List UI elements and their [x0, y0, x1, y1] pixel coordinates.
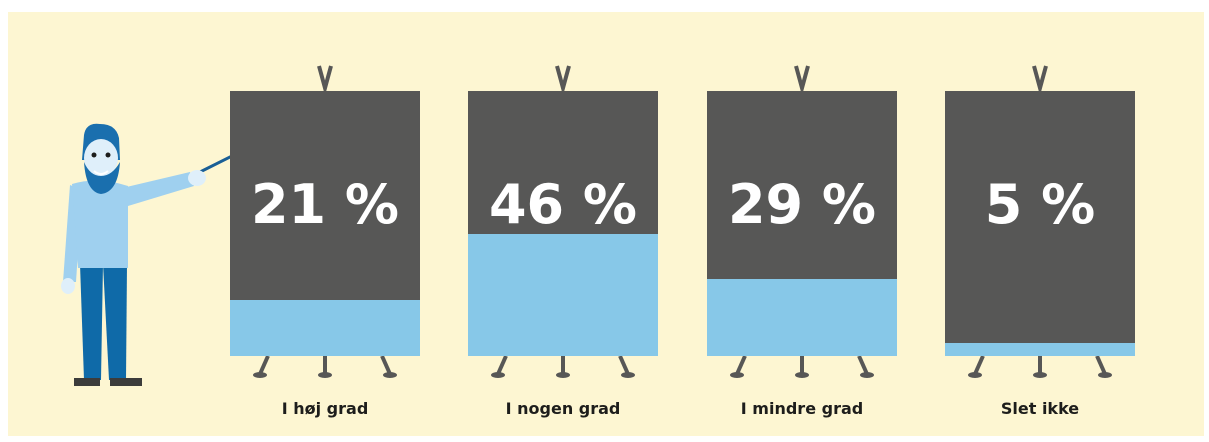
category-label: I nogen grad: [505, 399, 621, 418]
bar-fill: [945, 342, 1135, 356]
easel-foot: [556, 372, 570, 378]
category-label: I høj grad: [281, 399, 369, 418]
easel-foot: [491, 372, 505, 378]
easel-foot: [253, 372, 267, 378]
easel-leg: [735, 355, 747, 375]
easel-leg: [857, 355, 869, 375]
easel-leg: [380, 355, 392, 375]
bar-board: 21 %: [230, 91, 420, 356]
easel-leg: [496, 355, 508, 375]
bar-fill: [230, 300, 420, 356]
easel-leg: [973, 355, 985, 375]
easel-foot: [730, 372, 744, 378]
easel-foot: [621, 372, 635, 378]
category-label: I mindre grad: [740, 399, 864, 418]
bar-fill: [468, 234, 658, 356]
easel-foot: [795, 372, 809, 378]
easel-foot: [1098, 372, 1112, 378]
easel-leg: [618, 355, 630, 375]
easel-leg: [1095, 355, 1107, 375]
board-background: [945, 91, 1135, 356]
easel-foot: [383, 372, 397, 378]
easel-foot: [860, 372, 874, 378]
bar-board: 5 %: [945, 91, 1135, 356]
easel-foot: [318, 372, 332, 378]
bar-fill: [707, 279, 897, 356]
easel-top-icon: [794, 65, 810, 96]
bar-value-label: 5 %: [984, 173, 1096, 236]
bar-value-label: 21 %: [250, 173, 400, 236]
easel-top-icon: [555, 65, 571, 96]
easel-foot: [1033, 372, 1047, 378]
bar-board: 29 %: [707, 91, 897, 356]
easel-top-icon: [1032, 65, 1048, 96]
easel-leg: [258, 355, 270, 375]
easel-foot: [968, 372, 982, 378]
bar-value-label: 29 %: [727, 173, 877, 236]
bar-value-label: 46 %: [488, 173, 638, 236]
category-label: Slet ikke: [1000, 399, 1080, 418]
bar-board: 46 %: [468, 91, 658, 356]
easel-top-icon: [317, 65, 333, 96]
